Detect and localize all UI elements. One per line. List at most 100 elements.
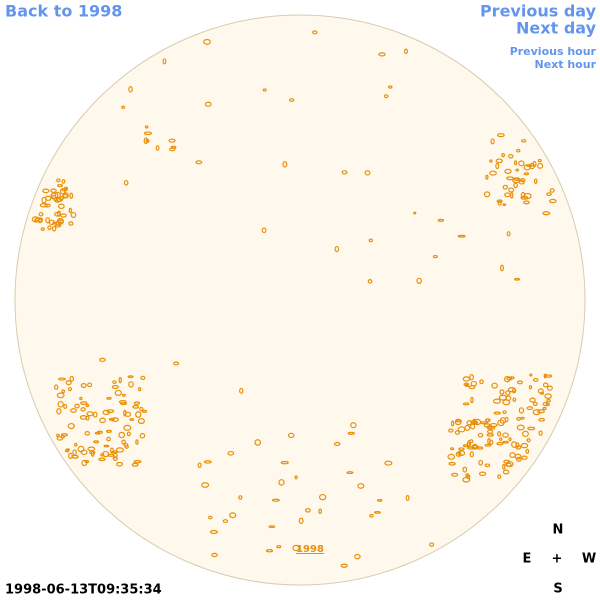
year-link[interactable]: 1998	[296, 544, 324, 555]
contour	[121, 393, 126, 397]
contour	[60, 434, 65, 439]
contour	[262, 88, 267, 92]
contour	[126, 431, 131, 437]
contour	[120, 401, 128, 406]
contour	[506, 176, 515, 181]
contour	[502, 203, 507, 207]
contour	[271, 498, 280, 502]
contour	[447, 453, 456, 460]
contour	[106, 396, 112, 400]
contour	[62, 193, 68, 199]
contour	[466, 474, 471, 480]
contour	[462, 476, 471, 483]
contour	[84, 431, 91, 436]
contour	[432, 254, 438, 259]
contour	[515, 168, 520, 172]
contour	[37, 218, 43, 224]
contour	[162, 58, 167, 65]
contour	[522, 430, 529, 438]
contour	[538, 417, 545, 422]
contour	[518, 160, 525, 167]
contour	[112, 380, 117, 385]
contour	[51, 225, 57, 232]
compass-east: E	[523, 552, 532, 567]
contour	[114, 389, 122, 396]
contour	[520, 442, 529, 449]
contour	[50, 192, 59, 199]
contour	[477, 432, 484, 438]
contour	[523, 164, 531, 171]
contour	[521, 455, 528, 460]
contour	[522, 200, 530, 205]
contour	[508, 154, 514, 159]
timestamp: 1998-06-13T09:35:34	[5, 583, 162, 598]
contour	[462, 376, 471, 382]
contour	[546, 385, 553, 391]
contour	[478, 459, 484, 466]
contour	[364, 170, 371, 176]
back-to-year-link[interactable]: Back to 1998	[5, 2, 122, 21]
contour	[87, 446, 96, 452]
contour	[80, 383, 87, 389]
contour	[497, 419, 505, 427]
contour	[222, 519, 229, 524]
contour	[350, 422, 357, 429]
contour	[135, 411, 142, 418]
contour	[68, 207, 72, 214]
contour	[132, 405, 140, 409]
contour	[347, 431, 355, 435]
contour	[280, 460, 289, 465]
contour	[208, 515, 213, 520]
contour	[529, 373, 533, 377]
contour	[102, 409, 111, 416]
contour	[74, 442, 78, 447]
contour	[54, 224, 62, 228]
contour	[121, 105, 126, 109]
contour	[85, 403, 90, 408]
contour	[454, 430, 460, 435]
contour	[168, 138, 176, 143]
contour	[469, 451, 474, 458]
contour	[47, 225, 52, 231]
contour	[546, 399, 551, 403]
contour	[492, 398, 501, 404]
contour	[65, 448, 70, 452]
contour	[63, 186, 68, 191]
contour	[108, 417, 115, 421]
contour	[45, 217, 51, 224]
contour	[87, 382, 93, 388]
previous-hour-link[interactable]: Previous hour	[510, 45, 597, 58]
contour	[74, 403, 80, 409]
contour	[486, 433, 494, 437]
contour	[93, 440, 100, 444]
contour	[470, 380, 478, 387]
contour	[384, 460, 393, 466]
contour	[70, 408, 77, 413]
contour	[304, 508, 311, 513]
contour	[526, 406, 534, 411]
contour	[334, 245, 340, 253]
contour	[506, 231, 511, 237]
contour	[67, 422, 75, 430]
contour	[499, 389, 505, 395]
contour	[504, 168, 512, 174]
contour	[80, 449, 88, 456]
contour	[144, 125, 149, 129]
contour	[508, 437, 512, 442]
previous-day-link[interactable]: Previous day	[480, 2, 597, 21]
contour	[470, 396, 474, 404]
contour	[112, 456, 118, 461]
contour	[450, 420, 455, 427]
contour	[57, 401, 64, 408]
contour	[544, 374, 553, 378]
contour	[462, 402, 470, 406]
contour	[416, 277, 422, 284]
contour	[514, 160, 518, 166]
contour	[532, 160, 537, 168]
contour	[516, 380, 523, 385]
contour	[65, 380, 72, 386]
contour	[92, 411, 98, 418]
contour	[462, 466, 468, 473]
next-day-link[interactable]: Next day	[516, 19, 597, 38]
next-hour-link[interactable]: Next hour	[535, 58, 597, 71]
